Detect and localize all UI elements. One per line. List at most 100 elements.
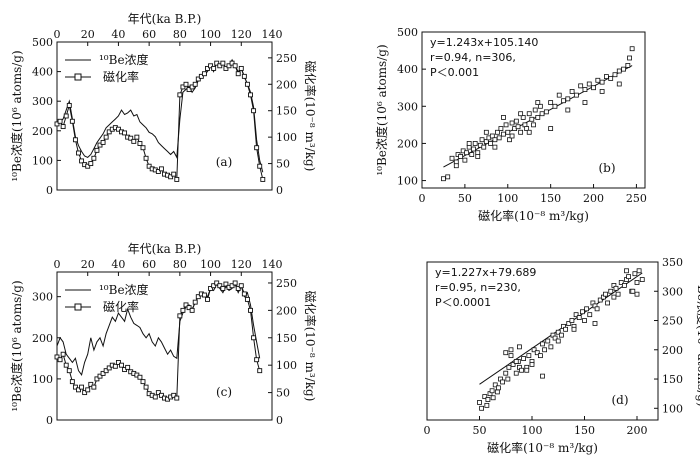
data-point	[526, 353, 532, 359]
y-tick-label: 200	[397, 137, 418, 150]
data-point	[535, 115, 541, 120]
data-point	[201, 292, 207, 298]
data-point	[91, 155, 97, 161]
regression-annotation: y=1.227x+79.689	[435, 266, 536, 279]
legend-label: ¹⁰Be浓度	[99, 282, 149, 297]
data-point	[576, 315, 582, 320]
x-tick-label: 100	[200, 258, 221, 271]
data-point	[72, 137, 78, 143]
data-point	[125, 364, 131, 370]
data-point	[513, 118, 519, 124]
data-point	[103, 134, 109, 140]
y-tick-label: 350	[662, 256, 683, 269]
data-point	[509, 120, 515, 126]
data-point	[171, 392, 177, 398]
data-point	[232, 63, 238, 69]
y-right-tick-label: 150	[276, 332, 297, 345]
data-point	[531, 122, 536, 128]
panel-label: (d)	[611, 393, 628, 407]
data-point	[158, 166, 164, 172]
data-point	[608, 76, 614, 81]
data-point	[208, 285, 214, 291]
data-point	[621, 66, 626, 72]
x-tick-label: 100	[497, 192, 518, 205]
data-point	[479, 137, 485, 143]
data-point	[189, 307, 195, 313]
data-point	[97, 373, 103, 379]
data-point	[515, 124, 521, 130]
data-point	[469, 152, 475, 157]
y-tick-label: 100	[32, 154, 53, 167]
x-tick-label: 100	[522, 424, 543, 437]
y-right-tick-label: 250	[276, 52, 297, 65]
data-point	[629, 46, 635, 52]
data-point	[540, 373, 545, 379]
data-point	[616, 81, 622, 87]
data-point	[618, 280, 624, 285]
x-tick-label: 0	[424, 424, 431, 437]
data-point	[586, 81, 592, 87]
y-right-tick-label: 200	[276, 78, 297, 91]
data-point	[220, 285, 226, 291]
y-tick-label: 150	[662, 373, 683, 386]
data-point	[627, 55, 632, 61]
x-axis-title: 磁化率(10⁻⁸ m³/kg)	[478, 208, 589, 223]
data-point	[599, 89, 605, 94]
data-point	[501, 115, 506, 120]
x-tick-label: 250	[626, 192, 647, 205]
data-point	[248, 92, 253, 98]
data-point	[634, 280, 640, 285]
data-point	[235, 285, 241, 291]
left-y-axis-title: ¹⁰Be浓度(10⁶ atoms/g)	[9, 280, 24, 411]
data-point	[582, 100, 588, 105]
y-tick-label: 300	[32, 95, 53, 108]
left-y-axis-title: ¹⁰Be浓度(10⁶ atoms/g)	[9, 50, 24, 181]
data-point	[66, 102, 72, 108]
data-point	[232, 280, 238, 286]
data-point	[496, 135, 502, 141]
data-point	[494, 389, 500, 395]
x-tick-label: 60	[142, 28, 156, 41]
data-point	[634, 291, 640, 297]
data-point	[505, 129, 511, 135]
x-tick-label: 0	[419, 192, 426, 205]
data-point	[152, 394, 158, 400]
x-tick-label: 80	[173, 258, 187, 271]
data-point	[128, 135, 134, 141]
top-x-axis-title: 年代(ka B.P.)	[128, 12, 202, 26]
data-point	[625, 63, 631, 68]
y-tick-label: 500	[397, 26, 418, 39]
data-point	[580, 309, 585, 315]
data-point	[60, 124, 66, 130]
x-tick-label: 200	[627, 424, 648, 437]
data-point	[115, 126, 121, 132]
y-tick-label: 400	[397, 63, 418, 76]
data-point	[539, 111, 545, 117]
data-point	[534, 350, 540, 356]
x-tick-label: 100	[200, 28, 221, 41]
data-point	[106, 365, 112, 371]
data-point	[69, 379, 75, 385]
data-point	[244, 81, 250, 87]
data-point	[556, 92, 562, 98]
data-point	[532, 107, 538, 113]
series-line-0	[56, 283, 261, 376]
data-point	[524, 367, 530, 373]
data-point	[520, 115, 526, 120]
data-point	[513, 370, 519, 376]
data-point	[604, 74, 609, 79]
y-tick-label: 250	[662, 315, 683, 328]
legend-label: ¹⁰Be浓度	[99, 52, 149, 67]
data-point	[260, 176, 266, 182]
data-point	[548, 100, 554, 105]
data-point	[235, 71, 241, 77]
data-point	[66, 368, 72, 374]
data-point	[483, 129, 489, 135]
data-point	[565, 96, 571, 102]
y-right-tick-label: 250	[276, 277, 297, 290]
data-point	[445, 174, 451, 180]
data-point	[524, 126, 530, 131]
x-tick-label: 50	[458, 192, 472, 205]
top-x-axis-title: 年代(ka B.P.)	[128, 242, 202, 256]
data-point	[566, 321, 572, 326]
